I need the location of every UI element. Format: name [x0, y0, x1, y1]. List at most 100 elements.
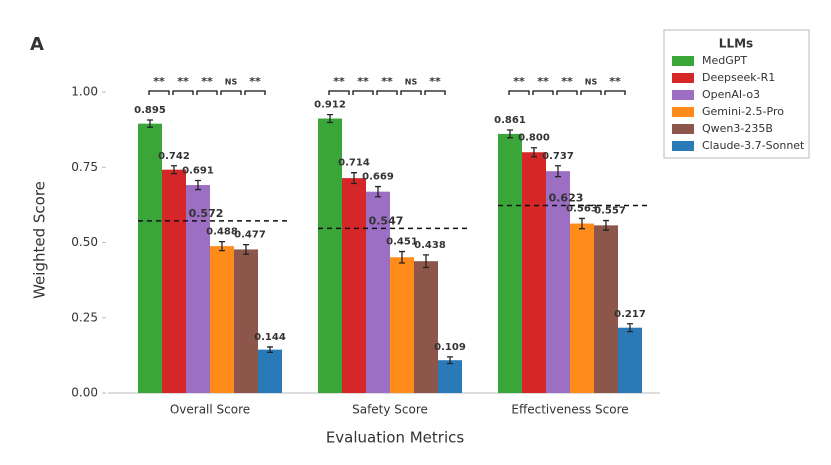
legend-label: Claude-3.7-Sonnet [702, 139, 805, 152]
significance-label: ** [153, 75, 165, 88]
value-label: 0.438 [414, 240, 446, 251]
bar [498, 133, 522, 393]
y-axis-label: Weighted Score [31, 181, 49, 299]
significance-label: ** [561, 75, 573, 88]
value-label: 0.737 [542, 151, 574, 162]
mean-label: 0.623 [549, 192, 584, 205]
legend-title: LLMs [719, 37, 753, 51]
significance-label: NS [225, 78, 238, 87]
error-bar [147, 119, 153, 128]
panel-label: A [30, 34, 44, 55]
mean-label: 0.547 [369, 214, 404, 227]
legend-label: Qwen3-235B [702, 122, 773, 135]
error-bar [195, 179, 201, 191]
error-bar [243, 243, 249, 255]
bar [186, 185, 210, 393]
bar [366, 191, 390, 393]
value-label: 0.800 [518, 133, 550, 144]
bar [594, 225, 618, 393]
significance-label: ** [513, 75, 525, 88]
value-label: 0.669 [362, 172, 394, 183]
error-bar [627, 323, 633, 333]
bar [522, 152, 546, 393]
significance-label: ** [357, 75, 369, 88]
bar [258, 349, 282, 393]
value-label: 0.691 [182, 166, 214, 177]
error-bar [531, 147, 537, 158]
significance-label: ** [201, 75, 213, 88]
significance-bracket [376, 90, 398, 95]
bar [546, 171, 570, 393]
significance-bracket [196, 90, 218, 95]
error-bar [267, 346, 273, 354]
value-label: 0.144 [254, 332, 286, 343]
legend-swatch [672, 124, 694, 134]
x-tick-label: Safety Score [352, 403, 428, 417]
bar [318, 118, 342, 393]
bar [138, 123, 162, 394]
value-label: 0.714 [338, 158, 370, 169]
significance-bracket [220, 90, 242, 95]
bar [390, 257, 414, 393]
x-tick-label: Effectiveness Score [511, 403, 628, 417]
error-bar [507, 129, 513, 139]
error-bar [555, 165, 561, 178]
significance-label: ** [177, 75, 189, 88]
x-tick-label: Overall Score [170, 403, 250, 417]
significance-bracket [400, 90, 422, 95]
legend-swatch [672, 73, 694, 83]
bar [162, 169, 186, 393]
error-bar [399, 250, 405, 264]
bar [210, 246, 234, 393]
y-tick-label: 0.75 [71, 160, 98, 174]
mean-label: 0.572 [189, 207, 224, 220]
value-label: 0.477 [234, 230, 266, 241]
significance-bracket [244, 90, 266, 95]
value-label: 0.912 [314, 100, 346, 111]
value-label: 0.109 [434, 342, 466, 353]
significance-label: ** [333, 75, 345, 88]
value-label: 0.557 [594, 206, 626, 217]
legend-label: Deepseek-R1 [702, 71, 775, 84]
error-bar [219, 240, 225, 252]
error-bar [423, 254, 429, 269]
error-bar [603, 219, 609, 231]
y-tick-label: 1.00 [71, 85, 98, 99]
significance-bracket [508, 90, 530, 95]
bar [234, 249, 258, 393]
significance-label: ** [249, 75, 261, 88]
value-label: 0.895 [134, 105, 166, 116]
significance-bracket [604, 90, 626, 95]
y-tick-label: 0.25 [71, 310, 98, 324]
significance-bracket [580, 90, 602, 95]
bar [438, 360, 462, 393]
significance-label: ** [429, 75, 441, 88]
bar [342, 178, 366, 393]
value-label: 0.217 [614, 309, 646, 320]
value-label: 0.861 [494, 115, 526, 126]
x-axis-label: Evaluation Metrics [326, 429, 465, 447]
significance-bracket [424, 90, 446, 95]
y-tick-label: 0.50 [71, 235, 98, 249]
legend-label: MedGPT [702, 54, 747, 67]
significance-bracket [328, 90, 350, 95]
legend-label: OpenAI-o3 [702, 88, 760, 101]
error-bar [171, 165, 177, 175]
legend-label: Gemini-2.5-Pro [702, 105, 784, 118]
significance-label: ** [381, 75, 393, 88]
error-bar [579, 217, 585, 230]
legend-swatch [672, 90, 694, 100]
value-label: 0.742 [158, 151, 190, 162]
value-label: 0.451 [386, 237, 418, 248]
legend-swatch [672, 141, 694, 151]
significance-bracket [148, 90, 170, 95]
significance-bracket [532, 90, 554, 95]
significance-bracket [556, 90, 578, 95]
bar [414, 261, 438, 393]
significance-bracket [352, 90, 374, 95]
value-label: 0.563 [566, 203, 598, 214]
error-bar [375, 185, 381, 198]
significance-label: ** [537, 75, 549, 88]
legend-swatch [672, 56, 694, 66]
